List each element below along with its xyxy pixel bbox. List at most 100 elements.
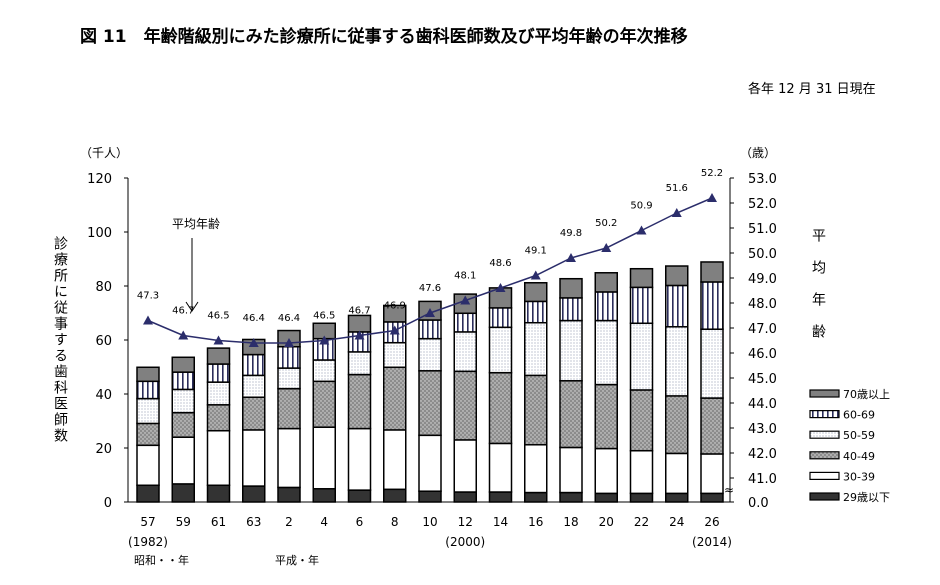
bar-stack-4 — [312, 322, 336, 503]
bar-stack-16 — [524, 282, 548, 503]
y-tick-label: 100 — [87, 226, 112, 241]
bar-segment-60-69 — [559, 297, 583, 322]
bar-segment-30-39 — [594, 447, 618, 495]
bar-segment-30-39 — [383, 429, 407, 491]
x-tick-label: 63 — [246, 515, 261, 529]
bar-segment-50-59 — [136, 397, 160, 425]
axis-break-icon: ≈ — [724, 483, 734, 497]
bar-segment-50-59 — [524, 321, 548, 377]
bar-segment-60-69 — [700, 281, 724, 330]
bar-segment-60-69 — [629, 286, 654, 325]
average-age-marker — [530, 270, 541, 280]
annotation-arrow-head — [185, 301, 199, 312]
bar-segment-50-59 — [418, 337, 442, 372]
bar-segment-29歳以下 — [524, 491, 548, 503]
average-age-label: 46.5 — [207, 311, 229, 322]
bar-segment-40-49 — [488, 371, 513, 445]
y2-tick-label: 45.0 — [748, 372, 777, 387]
bar-segment-60-69 — [488, 307, 513, 329]
average-age-marker — [248, 338, 259, 347]
x-tick-label: 6 — [356, 515, 364, 529]
bar-segment-70歳以上 — [594, 272, 618, 293]
bar-segment-60-69 — [594, 291, 618, 322]
bar-segment-70歳以上 — [136, 366, 160, 383]
average-age-label: 51.6 — [666, 183, 688, 194]
bar-segment-40-49 — [242, 396, 266, 431]
bar-segment-29歳以下 — [312, 488, 336, 503]
legend-item: 30-39 — [809, 470, 875, 483]
bar-segment-40-49 — [312, 380, 336, 428]
bar-segment-40-49 — [700, 397, 724, 455]
legend-swatch — [809, 471, 840, 480]
y2-axis-label: 平均年齢 — [810, 228, 826, 356]
bar-segment-60-69 — [524, 300, 548, 324]
bar-segment-29歳以下 — [383, 488, 407, 503]
bar-stack-24 — [665, 265, 689, 503]
average-age-marker — [389, 325, 400, 335]
legend-item: 50-59 — [809, 429, 875, 442]
bar-segment-30-39 — [665, 452, 689, 495]
bar-segment-29歳以下 — [594, 492, 618, 503]
bar-segment-40-49 — [383, 366, 407, 431]
bar-stack-26 — [700, 261, 724, 503]
bar-segment-70歳以上 — [629, 267, 654, 289]
annotation-label: 平均年齢 — [172, 216, 220, 231]
bar-segment-30-39 — [206, 429, 231, 487]
y2-tick-label: 53.0 — [748, 172, 777, 187]
average-age-label: 49.1 — [525, 246, 547, 257]
y-tick-label: 40 — [95, 388, 112, 403]
bar-stack-6 — [347, 314, 372, 503]
bar-segment-70歳以上 — [524, 282, 548, 303]
x-tick-label: 24 — [669, 515, 684, 529]
bar-stack-22 — [629, 267, 654, 503]
y2-tick-label: 47.0 — [748, 322, 777, 337]
bar-stack-10 — [418, 300, 442, 503]
x-year-note: (1982) — [128, 535, 168, 549]
legend-item: 40-49 — [809, 450, 875, 463]
x-tick-label: 59 — [176, 515, 191, 529]
bar-segment-70歳以上 — [383, 304, 407, 323]
bar-stack-20 — [594, 272, 618, 503]
bar-segment-60-69 — [665, 284, 689, 328]
bar-segment-29歳以下 — [418, 490, 442, 503]
bar-segment-50-59 — [242, 374, 266, 398]
y-tick-label: 60 — [95, 334, 112, 349]
bar-segment-30-39 — [629, 449, 654, 495]
average-age-marker — [319, 335, 330, 345]
y2-tick-label: 43.0 — [748, 422, 777, 437]
bar-stack-8 — [383, 304, 407, 503]
bar-segment-70歳以上 — [347, 314, 372, 333]
bar-segment-50-59 — [559, 319, 583, 382]
bar-segment-50-59 — [277, 367, 301, 390]
average-age-label: 50.2 — [595, 218, 617, 229]
average-age-marker — [671, 208, 682, 217]
average-age-marker — [495, 283, 506, 292]
legend-label: 60-69 — [843, 409, 875, 422]
x-tick-label: 26 — [704, 515, 719, 529]
bar-stack-12 — [453, 293, 477, 503]
bar-stack-18 — [559, 277, 583, 503]
average-age-label: 50.9 — [630, 201, 652, 212]
bar-stack-57 — [136, 366, 160, 503]
average-age-marker — [636, 225, 647, 235]
legend-swatch — [809, 451, 840, 460]
legend-label: 40-49 — [843, 450, 875, 463]
bar-segment-29歳以下 — [629, 492, 654, 503]
bar-segment-40-49 — [136, 422, 160, 447]
average-age-label: 49.8 — [560, 228, 582, 239]
x-tick-label: 12 — [458, 515, 473, 529]
x-tick-label: 16 — [528, 515, 543, 529]
legend-label: 70歳以上 — [843, 388, 890, 401]
bar-stack-61 — [206, 347, 231, 503]
average-age-label: 48.1 — [454, 271, 476, 282]
y-axis-label: 診療所に従事する歯科医師数 — [52, 236, 68, 444]
bar-segment-29歳以下 — [277, 486, 301, 503]
bar-segment-50-59 — [629, 322, 654, 391]
y2-tick-label: 50.0 — [748, 247, 777, 262]
y2-axis-unit: （歳） — [740, 146, 777, 160]
legend-swatch — [809, 492, 840, 501]
y2-tick-label: 46.0 — [748, 347, 777, 362]
bar-segment-60-69 — [171, 371, 195, 391]
bar-segment-40-49 — [665, 395, 689, 455]
